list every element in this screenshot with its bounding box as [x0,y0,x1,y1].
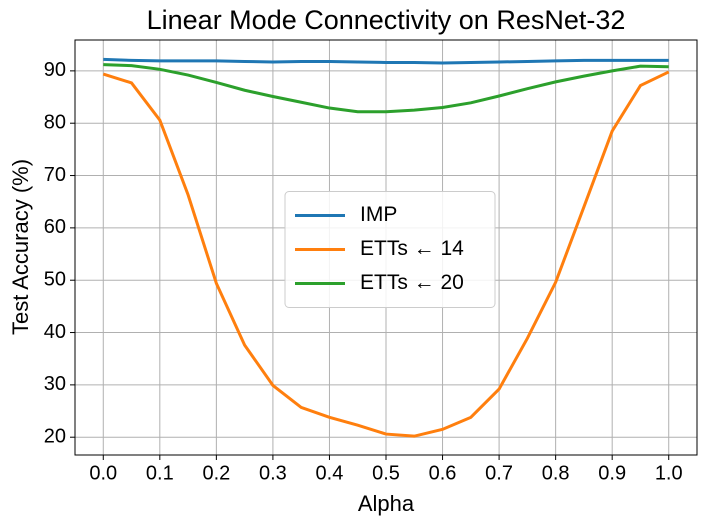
y-tick-label: 90 [44,59,66,81]
y-tick-label: 30 [44,373,66,395]
x-tick-label: 0.1 [146,462,174,484]
line-series [103,57,669,65]
y-tick-label: 70 [44,164,66,186]
legend-label: ETTs ← 20 [360,271,464,294]
line-series [103,63,669,114]
x-tick-label: 0.2 [202,462,230,484]
y-tick-label: 60 [44,216,66,238]
x-tick-label: 0.9 [598,462,626,484]
chart-title: Linear Mode Connectivity on ResNet-32 [147,5,626,35]
legend-box [284,191,496,308]
y-tick-label: 50 [44,268,66,290]
line-series [102,70,670,438]
legend-label: IMP [360,203,397,226]
y-tick-label: 40 [44,321,66,343]
x-tick-label: 0.6 [429,462,457,484]
legend-label: ETTs ← 14 [360,237,464,260]
y-tick-label: 20 [44,425,66,447]
x-axis-label: Alpha [358,491,415,516]
plot-frame [74,39,698,456]
y-tick-label: 80 [44,111,66,133]
x-tick-label: 0.0 [89,462,117,484]
y-axis-label: Test Accuracy (%) [8,159,33,335]
x-tick-label: 0.4 [316,462,344,484]
x-tick-label: 1.0 [655,462,683,484]
x-tick-label: 0.5 [372,462,400,484]
x-tick-label: 0.3 [259,462,287,484]
x-tick-label: 0.8 [542,462,570,484]
x-tick-label: 0.7 [485,462,513,484]
